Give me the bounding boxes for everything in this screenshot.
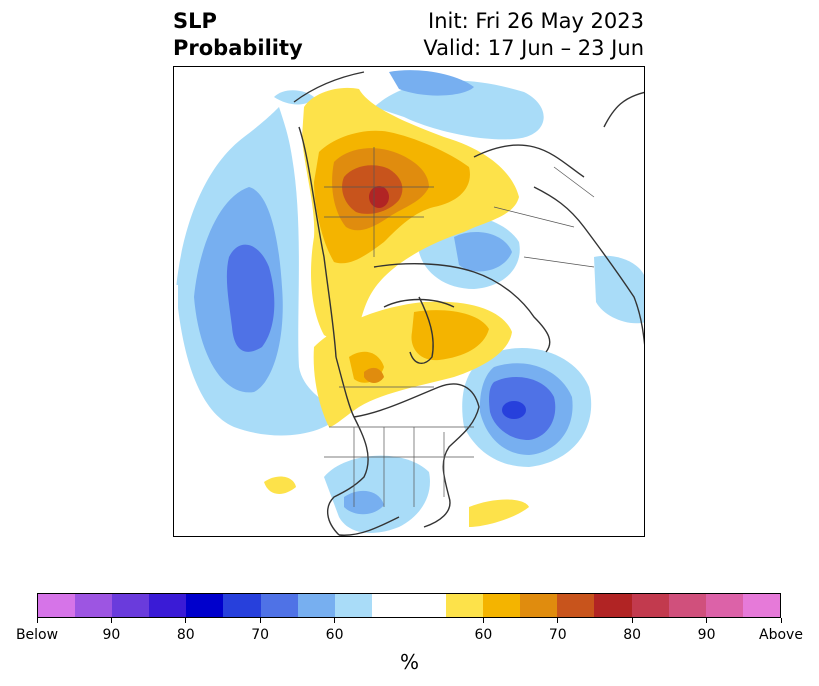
title-product: Probability: [173, 36, 303, 60]
colorbar-tick-mark: [557, 618, 559, 623]
colorbar-tick-mark: [110, 618, 112, 623]
colorbar-tick-mark: [259, 618, 261, 623]
colorbar-segment: [334, 594, 372, 617]
colorbar-tick-mark: [631, 618, 633, 623]
colorbar-segment: [297, 594, 335, 617]
init-date: Init: Fri 26 May 2023: [428, 9, 644, 33]
colorbar-segment: [594, 594, 632, 617]
colorbar-tick-label: 80: [176, 627, 195, 643]
colorbar-segment: [483, 594, 521, 617]
colorbar-segment: [408, 594, 447, 617]
probability-map: [174, 70, 644, 536]
colorbar-tick-mark: [780, 618, 782, 623]
title-right: Init: Fri 26 May 2023 Valid: 17 Jun – 23…: [423, 8, 644, 62]
coastlines: [293, 71, 644, 536]
colorbar-segment: [223, 594, 261, 617]
colorbar-tick-label: Below: [15, 627, 59, 643]
colorbar: [37, 593, 781, 618]
colorbar-tick-label: 80: [623, 627, 642, 643]
colorbar-units-label: %: [399, 650, 419, 674]
colorbar-segment: [38, 594, 76, 617]
colorbar-tick-label: 60: [474, 627, 493, 643]
colorbar-segment: [742, 594, 780, 617]
colorbar-tick-label: Above: [759, 627, 803, 643]
colorbar-tick-label: 90: [697, 627, 716, 643]
colorbar-segment: [186, 594, 224, 617]
map-panel: [173, 66, 645, 537]
colorbar-tick-mark: [706, 618, 708, 623]
colorbar-tick-labels: Below 90 80 70 60 60 70 80 90 Above: [0, 626, 819, 646]
colorbar-segment: [668, 594, 706, 617]
title-left: SLP Probability: [173, 8, 303, 62]
colorbar-segment: [149, 594, 187, 617]
colorbar-tick-mark: [185, 618, 187, 623]
title-variable: SLP: [173, 9, 217, 33]
colorbar-tick-label: 60: [325, 627, 344, 643]
colorbar-segment: [557, 594, 595, 617]
below-90-contours: [502, 401, 526, 419]
colorbar-segment: [520, 594, 558, 617]
colorbar-tick-mark: [36, 618, 38, 623]
colorbar-segment: [446, 594, 484, 617]
colorbar-tick-label: 70: [548, 627, 567, 643]
edge-gap: [174, 285, 178, 319]
colorbar-segment: [705, 594, 743, 617]
colorbar-tick-mark: [334, 618, 336, 623]
colorbar-segment: [631, 594, 669, 617]
colorbar-segment: [75, 594, 113, 617]
borders: [324, 147, 595, 507]
colorbar-tick-label: 90: [102, 627, 121, 643]
above-95-contours: [369, 186, 389, 208]
valid-range: Valid: 17 Jun – 23 Jun: [423, 36, 644, 60]
colorbar-segment: [112, 594, 150, 617]
colorbar-tick-label: 70: [251, 627, 270, 643]
colorbar-segment: [260, 594, 298, 617]
colorbar-tick-mark: [482, 618, 484, 623]
colorbar-segment: [371, 594, 409, 617]
